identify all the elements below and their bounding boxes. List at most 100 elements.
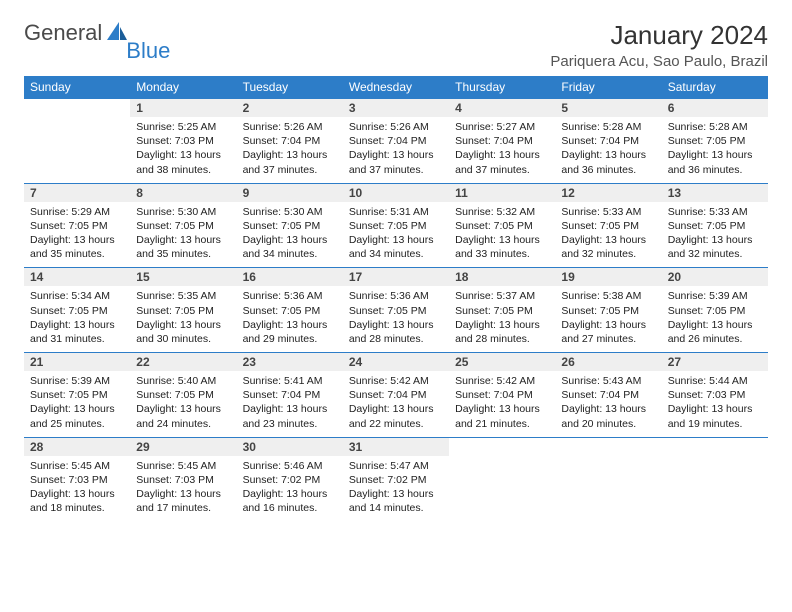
day-number-cell: 31 — [343, 437, 449, 456]
sunset-line: Sunset: 7:05 PM — [136, 219, 230, 233]
day-content-cell: Sunrise: 5:45 AMSunset: 7:03 PMDaylight:… — [24, 456, 130, 522]
sunrise-line: Sunrise: 5:27 AM — [455, 120, 549, 134]
sunset-line: Sunset: 7:03 PM — [136, 473, 230, 487]
daylight-line: Daylight: 13 hours and 34 minutes. — [349, 233, 443, 261]
month-title: January 2024 — [550, 20, 768, 51]
sunrise-line: Sunrise: 5:28 AM — [561, 120, 655, 134]
sunset-line: Sunset: 7:05 PM — [30, 304, 124, 318]
sunrise-line: Sunrise: 5:30 AM — [243, 205, 337, 219]
daylight-line: Daylight: 13 hours and 20 minutes. — [561, 402, 655, 430]
sunset-line: Sunset: 7:05 PM — [455, 304, 549, 318]
daylight-line: Daylight: 13 hours and 32 minutes. — [668, 233, 762, 261]
daylight-line: Daylight: 13 hours and 37 minutes. — [243, 148, 337, 176]
day-content-cell: Sunrise: 5:42 AMSunset: 7:04 PMDaylight:… — [343, 371, 449, 437]
daylight-line: Daylight: 13 hours and 37 minutes. — [455, 148, 549, 176]
day-content-cell — [662, 456, 768, 522]
day-number-cell: 15 — [130, 268, 236, 287]
sunrise-line: Sunrise: 5:33 AM — [561, 205, 655, 219]
day-number-cell: 27 — [662, 353, 768, 372]
day-number-row: 78910111213 — [24, 183, 768, 202]
calendar-table: SundayMondayTuesdayWednesdayThursdayFrid… — [24, 76, 768, 522]
day-content-cell: Sunrise: 5:33 AMSunset: 7:05 PMDaylight:… — [662, 202, 768, 268]
sunset-line: Sunset: 7:05 PM — [561, 219, 655, 233]
day-content-cell: Sunrise: 5:28 AMSunset: 7:04 PMDaylight:… — [555, 117, 661, 183]
day-content-cell — [24, 117, 130, 183]
day-content-cell: Sunrise: 5:37 AMSunset: 7:05 PMDaylight:… — [449, 286, 555, 352]
weekday-header: Tuesday — [237, 76, 343, 99]
sunrise-line: Sunrise: 5:37 AM — [455, 289, 549, 303]
day-content-cell: Sunrise: 5:25 AMSunset: 7:03 PMDaylight:… — [130, 117, 236, 183]
day-number-cell: 3 — [343, 99, 449, 118]
sunset-line: Sunset: 7:05 PM — [668, 134, 762, 148]
calendar-header: SundayMondayTuesdayWednesdayThursdayFrid… — [24, 76, 768, 99]
sunrise-line: Sunrise: 5:46 AM — [243, 459, 337, 473]
sunset-line: Sunset: 7:05 PM — [243, 219, 337, 233]
sunset-line: Sunset: 7:05 PM — [30, 388, 124, 402]
sunrise-line: Sunrise: 5:45 AM — [30, 459, 124, 473]
daylight-line: Daylight: 13 hours and 16 minutes. — [243, 487, 337, 515]
sunrise-line: Sunrise: 5:25 AM — [136, 120, 230, 134]
daylight-line: Daylight: 13 hours and 33 minutes. — [455, 233, 549, 261]
sunrise-line: Sunrise: 5:36 AM — [243, 289, 337, 303]
day-number-cell: 20 — [662, 268, 768, 287]
sunrise-line: Sunrise: 5:34 AM — [30, 289, 124, 303]
day-content-cell: Sunrise: 5:28 AMSunset: 7:05 PMDaylight:… — [662, 117, 768, 183]
sunset-line: Sunset: 7:04 PM — [455, 388, 549, 402]
day-number-cell: 17 — [343, 268, 449, 287]
day-content-row: Sunrise: 5:45 AMSunset: 7:03 PMDaylight:… — [24, 456, 768, 522]
day-content-cell: Sunrise: 5:30 AMSunset: 7:05 PMDaylight:… — [130, 202, 236, 268]
day-number-cell: 16 — [237, 268, 343, 287]
sunrise-line: Sunrise: 5:35 AM — [136, 289, 230, 303]
daylight-line: Daylight: 13 hours and 35 minutes. — [136, 233, 230, 261]
day-number-cell: 26 — [555, 353, 661, 372]
sunset-line: Sunset: 7:04 PM — [561, 388, 655, 402]
day-number-row: 28293031 — [24, 437, 768, 456]
day-content-cell: Sunrise: 5:32 AMSunset: 7:05 PMDaylight:… — [449, 202, 555, 268]
day-content-cell — [449, 456, 555, 522]
daylight-line: Daylight: 13 hours and 30 minutes. — [136, 318, 230, 346]
daylight-line: Daylight: 13 hours and 36 minutes. — [668, 148, 762, 176]
sunrise-line: Sunrise: 5:36 AM — [349, 289, 443, 303]
day-content-cell: Sunrise: 5:42 AMSunset: 7:04 PMDaylight:… — [449, 371, 555, 437]
weekday-header: Friday — [555, 76, 661, 99]
day-number-cell — [662, 437, 768, 456]
day-content-cell: Sunrise: 5:41 AMSunset: 7:04 PMDaylight:… — [237, 371, 343, 437]
day-content-cell: Sunrise: 5:39 AMSunset: 7:05 PMDaylight:… — [662, 286, 768, 352]
sunrise-line: Sunrise: 5:43 AM — [561, 374, 655, 388]
weekday-header: Monday — [130, 76, 236, 99]
logo-text-blue: Blue — [126, 38, 170, 64]
day-number-cell: 23 — [237, 353, 343, 372]
day-number-cell: 7 — [24, 183, 130, 202]
sunset-line: Sunset: 7:03 PM — [30, 473, 124, 487]
sunset-line: Sunset: 7:02 PM — [349, 473, 443, 487]
day-number-cell: 5 — [555, 99, 661, 118]
day-number-cell: 19 — [555, 268, 661, 287]
sunrise-line: Sunrise: 5:30 AM — [136, 205, 230, 219]
daylight-line: Daylight: 13 hours and 28 minutes. — [455, 318, 549, 346]
weekday-header: Wednesday — [343, 76, 449, 99]
daylight-line: Daylight: 13 hours and 25 minutes. — [30, 402, 124, 430]
day-content-cell: Sunrise: 5:31 AMSunset: 7:05 PMDaylight:… — [343, 202, 449, 268]
day-number-row: 14151617181920 — [24, 268, 768, 287]
day-number-cell: 9 — [237, 183, 343, 202]
day-number-cell: 10 — [343, 183, 449, 202]
day-number-cell: 13 — [662, 183, 768, 202]
day-number-cell: 30 — [237, 437, 343, 456]
sunset-line: Sunset: 7:03 PM — [136, 134, 230, 148]
sunrise-line: Sunrise: 5:42 AM — [349, 374, 443, 388]
sunset-line: Sunset: 7:05 PM — [243, 304, 337, 318]
day-content-cell: Sunrise: 5:38 AMSunset: 7:05 PMDaylight:… — [555, 286, 661, 352]
day-content-cell: Sunrise: 5:30 AMSunset: 7:05 PMDaylight:… — [237, 202, 343, 268]
sunset-line: Sunset: 7:04 PM — [349, 134, 443, 148]
daylight-line: Daylight: 13 hours and 18 minutes. — [30, 487, 124, 515]
day-number-cell: 6 — [662, 99, 768, 118]
sunrise-line: Sunrise: 5:28 AM — [668, 120, 762, 134]
weekday-header: Thursday — [449, 76, 555, 99]
day-content-cell: Sunrise: 5:39 AMSunset: 7:05 PMDaylight:… — [24, 371, 130, 437]
day-content-cell: Sunrise: 5:36 AMSunset: 7:05 PMDaylight:… — [343, 286, 449, 352]
title-block: January 2024 Pariquera Acu, Sao Paulo, B… — [550, 20, 768, 70]
daylight-line: Daylight: 13 hours and 22 minutes. — [349, 402, 443, 430]
daylight-line: Daylight: 13 hours and 26 minutes. — [668, 318, 762, 346]
day-number-cell: 25 — [449, 353, 555, 372]
sunrise-line: Sunrise: 5:45 AM — [136, 459, 230, 473]
